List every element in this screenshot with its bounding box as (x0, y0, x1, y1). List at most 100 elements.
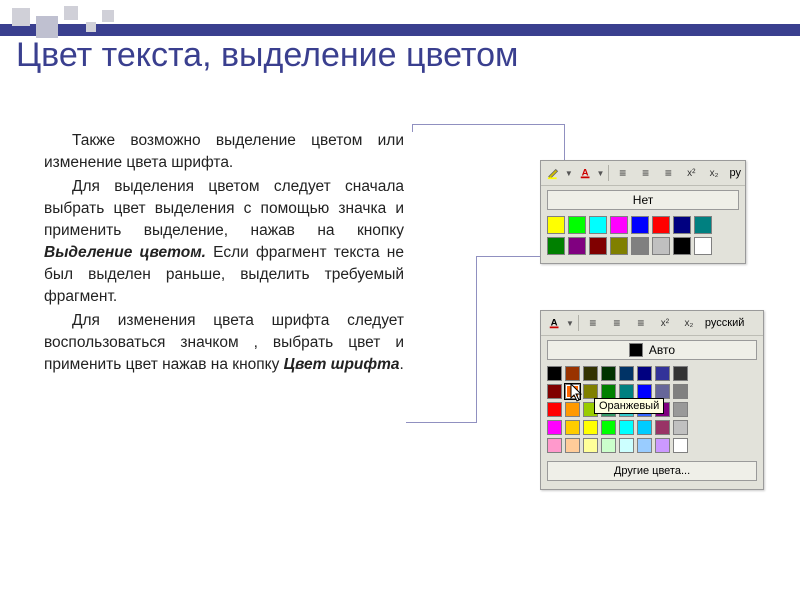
align-right-icon[interactable]: ≡ (659, 164, 678, 182)
color-swatch[interactable] (565, 384, 580, 399)
dropdown-icon[interactable]: ▼ (566, 319, 574, 328)
decor-square (86, 22, 96, 32)
decor-square (36, 16, 58, 38)
color-swatch[interactable] (619, 384, 634, 399)
color-swatch[interactable] (637, 420, 652, 435)
color-swatch[interactable] (583, 384, 598, 399)
color-swatch[interactable] (547, 216, 565, 234)
superscript-button[interactable]: x² (655, 314, 675, 332)
font-color-a-icon[interactable]: A (545, 314, 565, 332)
color-swatch[interactable] (601, 384, 616, 399)
color-swatch[interactable] (637, 384, 652, 399)
align-left-icon[interactable]: ≡ (583, 314, 603, 332)
color-swatch[interactable] (637, 366, 652, 381)
superscript-button[interactable]: x² (682, 164, 701, 182)
color-swatch[interactable] (610, 216, 628, 234)
color-tooltip: Оранжевый (594, 398, 664, 414)
fontcolor-toolbar: A ▼ ≡ ≡ ≡ x² x₂ русский (541, 311, 763, 336)
color-swatch[interactable] (631, 216, 649, 234)
no-highlight-button[interactable]: Нет (547, 190, 739, 210)
separator (608, 165, 609, 181)
color-swatch[interactable] (619, 438, 634, 453)
dropdown-icon[interactable]: ▼ (565, 169, 573, 178)
connector (476, 256, 477, 422)
header-accent-bar (0, 24, 800, 36)
para2-bold: Выделение цветом. (44, 244, 206, 261)
highlight-palette-body: Нет (541, 186, 745, 263)
align-center-icon[interactable]: ≡ (607, 314, 627, 332)
color-swatch[interactable] (637, 438, 652, 453)
color-swatch[interactable] (601, 438, 616, 453)
color-swatch[interactable] (694, 237, 712, 255)
color-swatch[interactable] (673, 384, 688, 399)
highlight-color-grid (547, 216, 739, 255)
color-swatch[interactable] (601, 420, 616, 435)
color-swatch[interactable] (673, 237, 691, 255)
decor-square (12, 8, 30, 26)
auto-color-label: Авто (649, 341, 675, 359)
color-swatch[interactable] (673, 420, 688, 435)
color-swatch[interactable] (547, 402, 562, 417)
color-swatch[interactable] (589, 237, 607, 255)
more-colors-button[interactable]: Другие цвета... (547, 461, 757, 481)
decor-square (102, 10, 114, 22)
color-swatch[interactable] (652, 216, 670, 234)
color-swatch[interactable] (565, 438, 580, 453)
connector (412, 124, 413, 132)
decor-square (64, 6, 78, 20)
color-swatch[interactable] (673, 366, 688, 381)
color-swatch[interactable] (589, 216, 607, 234)
highlight-toolbar: ▼ A ▼ ≡ ≡ ≡ x² x₂ ру (541, 161, 745, 186)
align-left-icon[interactable]: ≡ (613, 164, 632, 182)
color-swatch[interactable] (547, 438, 562, 453)
color-swatch[interactable] (673, 438, 688, 453)
connector (412, 124, 564, 125)
separator (578, 315, 579, 331)
page-title: Цвет текста, выделение цветом (16, 36, 518, 75)
color-swatch[interactable] (547, 420, 562, 435)
color-swatch[interactable] (583, 438, 598, 453)
color-swatch[interactable] (547, 366, 562, 381)
auto-color-swatch (629, 343, 643, 357)
color-swatch[interactable] (568, 237, 586, 255)
color-swatch[interactable] (583, 420, 598, 435)
lang-label: ру (729, 167, 741, 179)
color-swatch[interactable] (694, 216, 712, 234)
subscript-button[interactable]: x₂ (679, 314, 699, 332)
color-swatch[interactable] (619, 420, 634, 435)
connector (564, 124, 565, 160)
color-swatch[interactable] (565, 366, 580, 381)
color-swatch[interactable] (673, 402, 688, 417)
color-swatch[interactable] (547, 237, 565, 255)
highlight-pen-icon[interactable] (545, 164, 564, 182)
color-swatch[interactable] (583, 366, 598, 381)
font-color-a-icon[interactable]: A (577, 164, 596, 182)
highlight-color-panel: ▼ A ▼ ≡ ≡ ≡ x² x₂ ру Нет (540, 160, 746, 264)
color-swatch[interactable] (619, 366, 634, 381)
color-swatch[interactable] (601, 366, 616, 381)
auto-color-button[interactable]: Авто (547, 340, 757, 360)
align-right-icon[interactable]: ≡ (631, 314, 651, 332)
color-swatch[interactable] (655, 384, 670, 399)
color-swatch[interactable] (565, 420, 580, 435)
align-center-icon[interactable]: ≡ (636, 164, 655, 182)
color-swatch[interactable] (652, 237, 670, 255)
dropdown-icon[interactable]: ▼ (597, 169, 605, 178)
color-swatch[interactable] (631, 237, 649, 255)
para2-a: Для выделения цветом следует сначала выб… (44, 178, 404, 239)
color-swatch[interactable] (673, 216, 691, 234)
body-text: Также возможно выделение цветом или изме… (44, 130, 404, 378)
color-swatch[interactable] (547, 384, 562, 399)
color-swatch[interactable] (568, 216, 586, 234)
subscript-button[interactable]: x₂ (705, 164, 724, 182)
para1: Также возможно выделение цветом или изме… (44, 132, 404, 171)
para3-c: . (400, 356, 404, 373)
color-swatch[interactable] (655, 366, 670, 381)
lang-label: русский (705, 317, 744, 329)
connector (476, 256, 540, 257)
color-swatch[interactable] (610, 237, 628, 255)
color-swatch[interactable] (655, 420, 670, 435)
color-swatch[interactable] (565, 402, 580, 417)
para3-bold: Цвет шрифта (284, 356, 400, 373)
color-swatch[interactable] (655, 438, 670, 453)
